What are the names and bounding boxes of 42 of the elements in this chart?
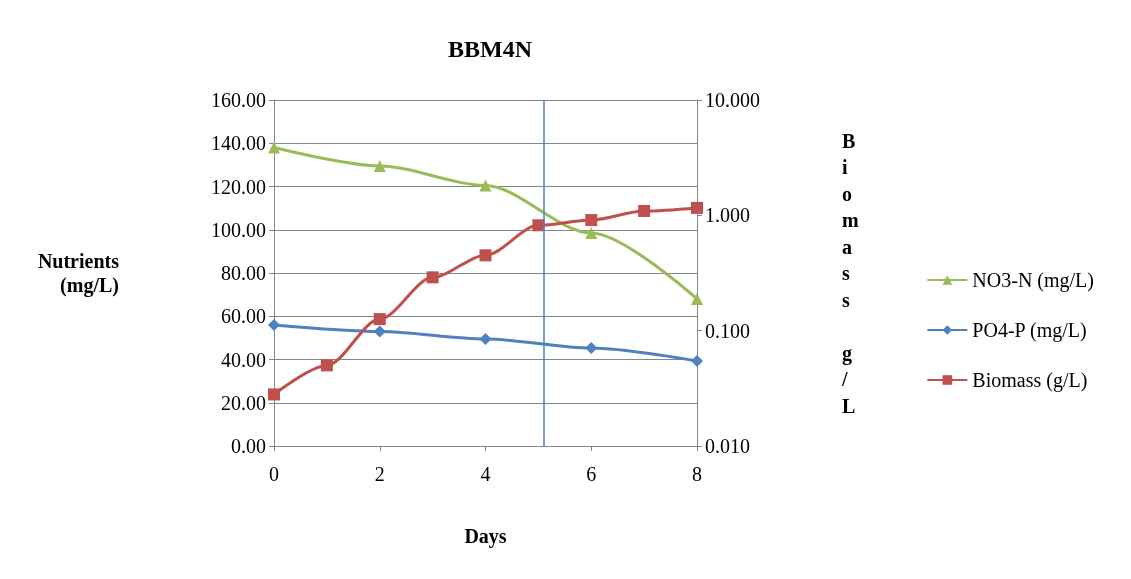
legend-label: Biomass (g/L) <box>972 369 1088 392</box>
legend-label: PO4-P (mg/L) <box>972 319 1087 342</box>
point <box>691 355 703 368</box>
point <box>479 332 492 345</box>
point <box>479 179 492 192</box>
point <box>532 219 545 232</box>
point <box>373 313 386 326</box>
legend-label: NO3-N (mg/L) <box>972 269 1094 292</box>
y-tick-label: 40.00 <box>221 348 266 371</box>
y-tick-label: 160.00 <box>211 89 266 111</box>
point <box>691 201 703 214</box>
x-tick-label: 0 <box>269 463 279 485</box>
y2-tick-label: 0.100 <box>705 319 750 342</box>
point <box>373 159 386 172</box>
y2-tick-label: 10.000 <box>705 89 760 111</box>
y-axis-title: Nutrients (mg/L) <box>37 250 120 297</box>
point <box>268 141 280 154</box>
point <box>268 318 280 331</box>
y-tick-label: 60.00 <box>221 305 266 328</box>
x-tick-label: 4 <box>480 463 491 485</box>
y-tick-label: 0.00 <box>231 435 266 457</box>
text: Biomass g/L <box>842 129 859 417</box>
x-axis-title: Days <box>464 525 507 548</box>
point <box>638 205 651 218</box>
point <box>320 359 333 372</box>
point <box>691 292 703 305</box>
point <box>585 226 598 239</box>
y-tick-label: 20.00 <box>221 391 266 414</box>
point <box>268 388 280 401</box>
chart-title: BBM4N <box>448 36 533 62</box>
y-tick-label: 120.00 <box>211 175 266 198</box>
x-tick-label: 6 <box>586 463 597 485</box>
y2-tick-label: 1.000 <box>705 204 750 227</box>
point <box>585 214 598 227</box>
x-tick-label: 8 <box>692 463 702 485</box>
y-tick-label: 140.00 <box>211 132 266 155</box>
x-tick-label: 2 <box>374 463 385 485</box>
y-tick-label: 80.00 <box>221 262 266 284</box>
y2-tick-label: 0.010 <box>705 435 750 457</box>
point <box>426 271 439 284</box>
point <box>479 249 492 262</box>
y-tick-label: 100.00 <box>211 218 266 241</box>
